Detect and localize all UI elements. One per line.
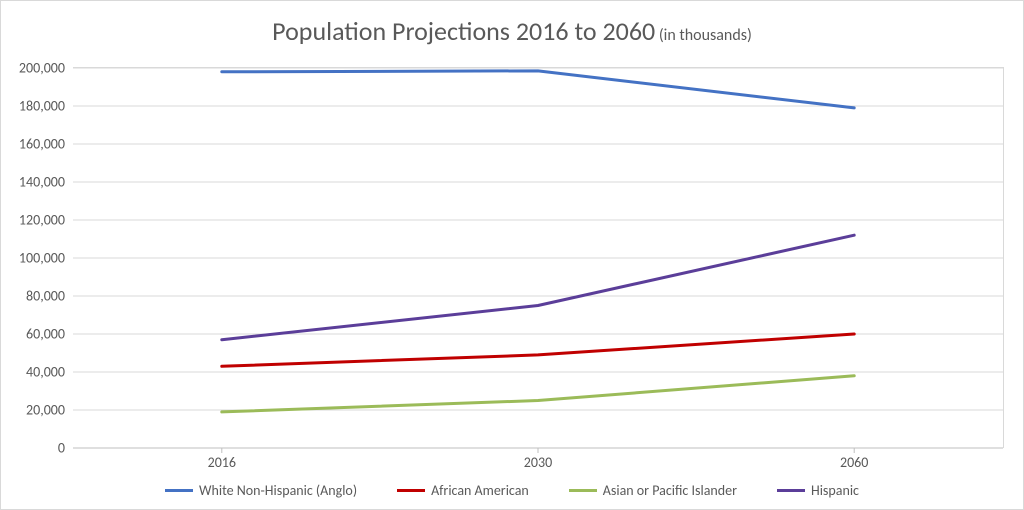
y-tick-label: 80,000 — [26, 288, 65, 305]
series-line — [222, 71, 854, 108]
x-tick-label: 2016 — [208, 454, 236, 471]
y-tick-label: 20,000 — [26, 402, 65, 419]
y-tick-label: 100,000 — [19, 250, 65, 267]
legend-swatch — [777, 489, 805, 492]
y-tick-label: 140,000 — [19, 174, 65, 191]
y-tick-label: 120,000 — [19, 212, 65, 229]
y-tick-label: 200,000 — [19, 60, 65, 77]
legend-label: African American — [431, 482, 529, 499]
x-tick-label: 2030 — [524, 454, 552, 471]
chart-title-sub: (in thousands) — [659, 26, 752, 45]
legend-label: Hispanic — [811, 482, 859, 499]
legend-item: Asian or Pacific Islander — [569, 482, 737, 499]
legend-swatch — [165, 489, 193, 492]
series-line — [222, 334, 854, 366]
legend-swatch — [569, 489, 597, 492]
y-tick-label: 60,000 — [26, 326, 65, 343]
legend-item: White Non-Hispanic (Anglo) — [165, 482, 357, 499]
legend-label: White Non-Hispanic (Anglo) — [199, 482, 357, 499]
legend-item: African American — [397, 482, 529, 499]
chart-title-main: Population Projections 2016 to 2060 — [272, 15, 655, 47]
chart-frame: Population Projections 2016 to 2060 (in … — [0, 0, 1024, 510]
series-line — [222, 235, 854, 340]
legend-item: Hispanic — [777, 482, 859, 499]
plot-area: 020,00040,00060,00080,000100,000120,0001… — [73, 67, 1004, 448]
legend-label: Asian or Pacific Islander — [603, 482, 737, 499]
legend-swatch — [397, 489, 425, 492]
y-tick-label: 180,000 — [19, 98, 65, 115]
chart-legend: White Non-Hispanic (Anglo) African Americ… — [1, 482, 1023, 499]
y-tick-label: 0 — [58, 440, 65, 457]
y-tick-label: 40,000 — [26, 364, 65, 381]
series-line — [222, 376, 854, 412]
chart-title: Population Projections 2016 to 2060 (in … — [1, 15, 1023, 47]
plot-svg — [73, 68, 1003, 448]
y-tick-label: 160,000 — [19, 136, 65, 153]
x-tick-label: 2060 — [840, 454, 868, 471]
